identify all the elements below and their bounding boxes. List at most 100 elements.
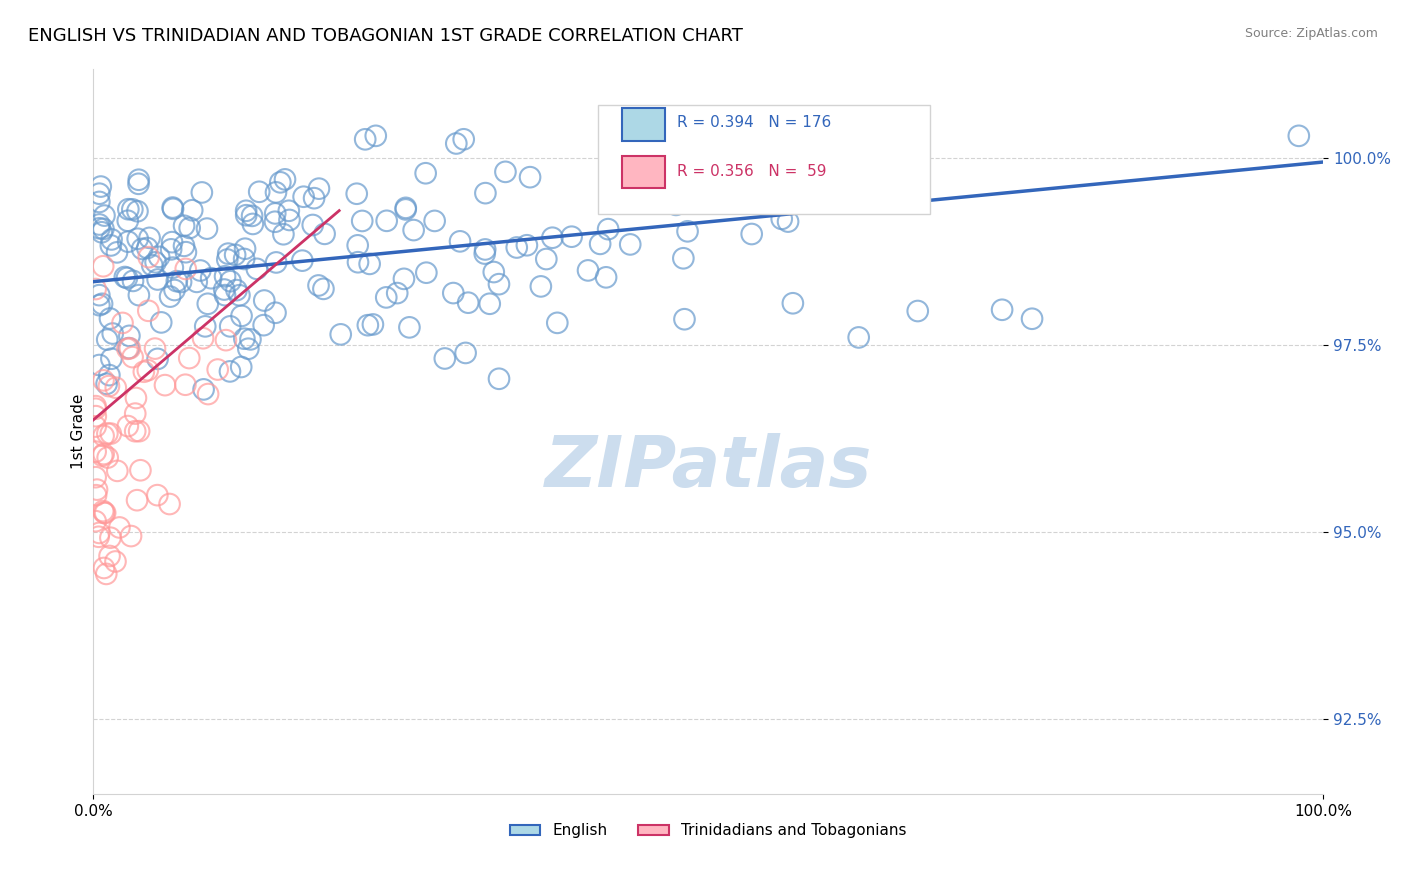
- Point: [84, 514, 107, 528]
- Point: [546, 316, 568, 330]
- Point: [91, 449, 114, 463]
- Point: [228, 288, 250, 302]
- Point: [482, 265, 505, 279]
- Point: [387, 286, 409, 301]
- Point: [264, 186, 287, 200]
- Point: [93, 506, 115, 520]
- Point: [136, 241, 159, 255]
- Point: [96, 426, 118, 441]
- Point: [433, 351, 456, 366]
- Point: [474, 186, 496, 201]
- Point: [104, 554, 127, 568]
- Point: [118, 329, 141, 343]
- Point: [782, 296, 804, 310]
- Point: [217, 246, 239, 260]
- Point: [776, 214, 799, 228]
- Point: [848, 330, 870, 344]
- Point: [907, 304, 929, 318]
- Point: [98, 368, 121, 383]
- Point: [138, 250, 160, 264]
- Point: [991, 302, 1014, 317]
- Point: [207, 362, 229, 376]
- Point: [100, 531, 122, 545]
- Point: [415, 266, 437, 280]
- Point: [219, 274, 242, 288]
- Point: [536, 252, 558, 266]
- Point: [264, 206, 287, 220]
- Point: [159, 290, 181, 304]
- Point: [308, 278, 330, 293]
- Bar: [621, 155, 665, 188]
- Point: [264, 215, 287, 229]
- Point: [541, 231, 564, 245]
- Point: [98, 311, 121, 326]
- Text: R = 0.394   N = 176: R = 0.394 N = 176: [678, 115, 832, 130]
- Point: [820, 128, 842, 143]
- Point: [104, 381, 127, 395]
- Point: [530, 279, 553, 293]
- Point: [128, 173, 150, 187]
- Point: [478, 297, 501, 311]
- Point: [665, 198, 688, 212]
- Point: [124, 424, 146, 438]
- Point: [619, 237, 641, 252]
- Point: [105, 464, 128, 478]
- Point: [242, 217, 264, 231]
- Point: [375, 290, 398, 304]
- Point: [415, 166, 437, 180]
- Point: [364, 128, 387, 143]
- Point: [519, 170, 541, 185]
- Point: [173, 239, 195, 253]
- Point: [90, 225, 112, 239]
- Point: [595, 270, 617, 285]
- Point: [291, 253, 314, 268]
- FancyBboxPatch shape: [598, 104, 929, 213]
- Point: [124, 407, 146, 421]
- Point: [1288, 128, 1310, 143]
- Point: [273, 227, 295, 242]
- Point: [449, 235, 471, 249]
- Point: [194, 319, 217, 334]
- Point: [796, 151, 818, 165]
- Point: [264, 255, 287, 269]
- Point: [474, 243, 496, 257]
- Point: [132, 365, 155, 379]
- Point: [122, 274, 145, 288]
- Point: [561, 229, 583, 244]
- Point: [136, 303, 159, 318]
- Point: [91, 259, 114, 273]
- Point: [253, 318, 276, 333]
- Point: [141, 258, 163, 272]
- Text: Source: ZipAtlas.com: Source: ZipAtlas.com: [1244, 27, 1378, 40]
- Point: [395, 202, 418, 217]
- Point: [84, 401, 107, 416]
- Point: [150, 315, 173, 329]
- Legend: English, Trinidadians and Tobagonians: English, Trinidadians and Tobagonians: [503, 817, 912, 845]
- Point: [312, 282, 335, 296]
- Point: [89, 525, 111, 540]
- Point: [97, 379, 120, 393]
- Point: [214, 288, 236, 302]
- Point: [233, 332, 256, 346]
- Text: R = 0.356   N =  59: R = 0.356 N = 59: [678, 164, 827, 179]
- Point: [117, 342, 139, 356]
- Point: [423, 214, 446, 228]
- Point: [506, 240, 529, 254]
- Point: [247, 185, 270, 199]
- Point: [128, 288, 150, 302]
- Point: [93, 373, 115, 387]
- Point: [84, 282, 107, 296]
- Point: [215, 333, 238, 347]
- Point: [128, 177, 150, 191]
- Point: [347, 255, 370, 269]
- Point: [89, 298, 111, 312]
- Point: [118, 341, 141, 355]
- Point: [146, 351, 169, 366]
- Point: [314, 227, 336, 241]
- Point: [170, 275, 193, 289]
- Point: [89, 194, 111, 209]
- Point: [195, 221, 218, 235]
- Point: [84, 444, 107, 458]
- Point: [233, 252, 256, 266]
- Point: [91, 504, 114, 518]
